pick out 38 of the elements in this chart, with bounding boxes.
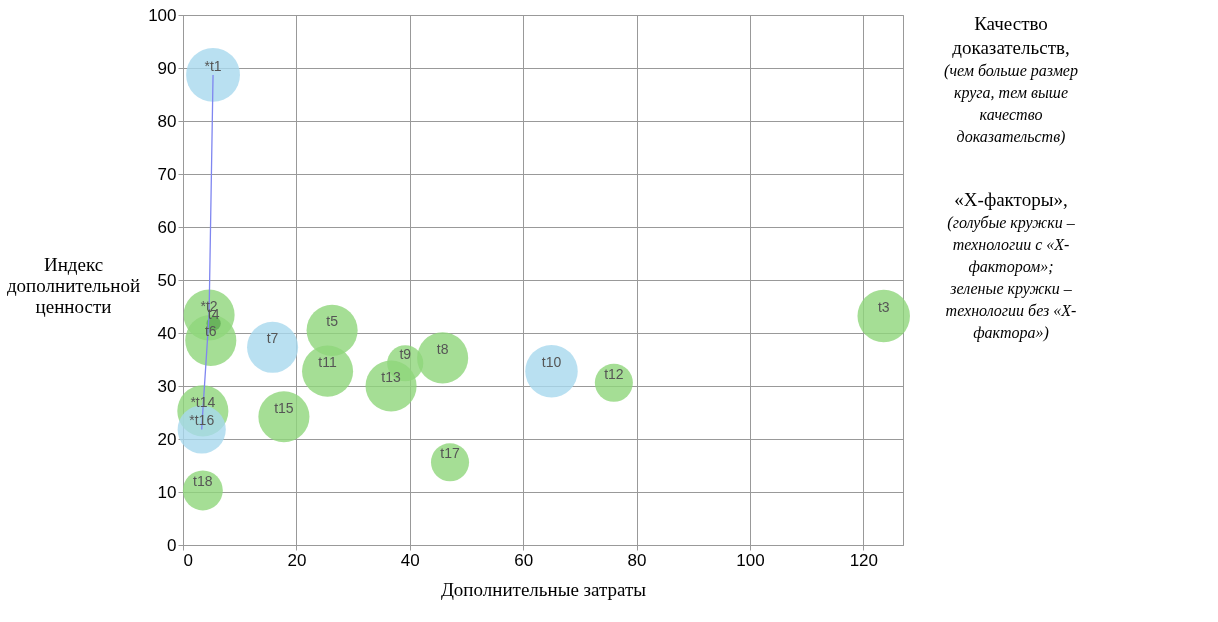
y-tick-label: 80 [157,111,177,131]
y-tick-label: 50 [157,270,177,290]
y-tick-label: 90 [157,58,177,78]
text: «X-факторы», [954,189,1068,210]
annotation: t15 [274,399,294,416]
y-tick-label: 20 [157,429,177,449]
annotation: t17 [440,445,460,462]
annotation: t8 [436,340,449,357]
text: (голубые кружки – технологии с «X- фактором»; зеленые кружки – технологии без «X- фактора») [945,214,1077,342]
annotation: t13 [381,369,401,385]
y-tick-label: 30 [157,376,177,396]
annotation: *t1 [204,57,222,74]
annotation: *t16 [189,412,215,429]
x-tick-label: 80 [627,550,647,570]
annotation: t18 [193,473,213,490]
x-tick-label: 100 [736,550,765,570]
y-tick-label: 0 [167,535,177,555]
text: (чем больше размер круга, тем выше качество доказательств) [944,62,1078,146]
x-tick-label: 60 [514,550,534,570]
annotation: t12 [604,365,624,382]
y-tick-label: 60 [157,217,177,237]
y-tick-label: 100 [148,5,177,25]
annotation: t7 [266,330,279,347]
x-tick-label: 0 [183,550,193,570]
text: Качество доказательств, [952,13,1070,58]
x-tick-label: 40 [400,550,420,570]
annotation: t9 [399,346,412,363]
annotation: t11 [318,354,337,371]
annotation: t10 [541,354,562,371]
y-axis-title: Индекс дополнительной ценности [6,253,141,317]
x-tick-label: 120 [849,550,878,570]
y-tick-label: 70 [157,164,177,184]
x-tick-label: 20 [287,550,307,570]
y-tick-label: 10 [157,482,177,502]
y-tick-label: 40 [157,323,177,343]
annotation: t3 [877,299,890,316]
x-axis-title: Дополнительные затраты [440,578,647,600]
annotation: t5 [326,313,339,330]
